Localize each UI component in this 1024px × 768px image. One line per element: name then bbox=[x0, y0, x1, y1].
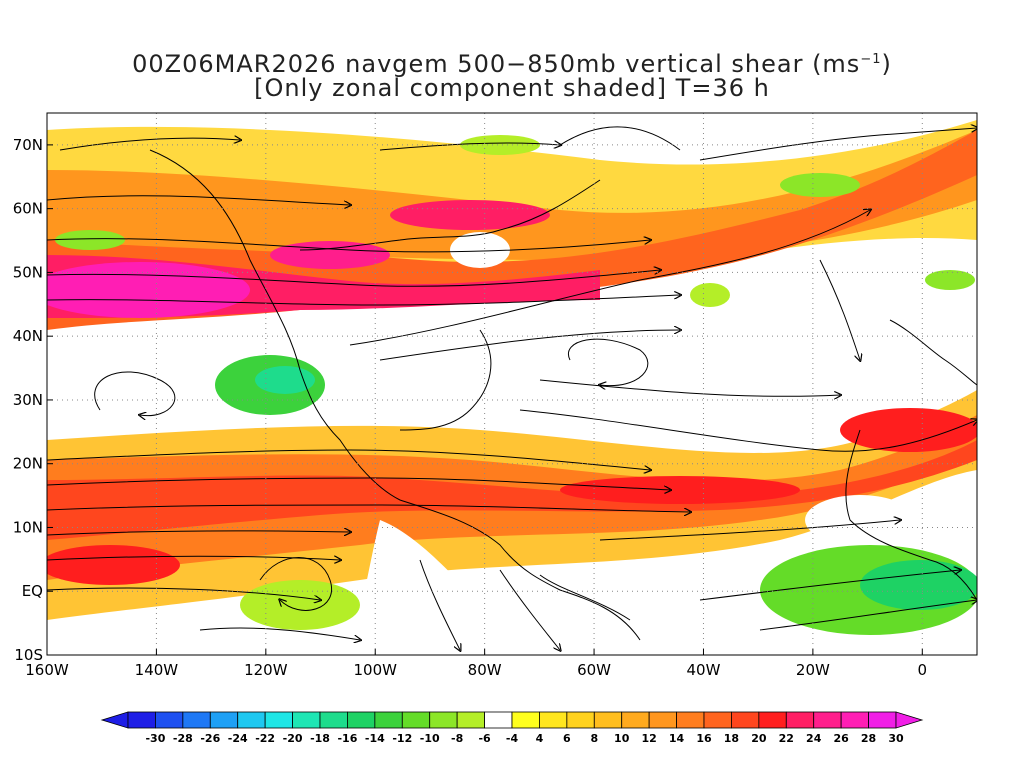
shear-streamlines bbox=[47, 128, 977, 650]
latitude-labels: 70N 60N 50N 40N 30N 20N 10N EQ 10S bbox=[13, 136, 43, 664]
colorbar-swatch-19 bbox=[648, 711, 677, 729]
colorbar-label-17: 10 bbox=[614, 732, 630, 745]
colorbar-swatch-16 bbox=[566, 711, 595, 729]
lon-label-6: 40W bbox=[687, 661, 721, 679]
colorbar-label-8: -14 bbox=[365, 732, 385, 745]
colorbar-swatch-13 bbox=[484, 711, 513, 729]
lat-label-7: EQ bbox=[22, 582, 43, 600]
colorbar-label-7: -16 bbox=[337, 732, 357, 745]
colorbar: -30 -28 -26 -24 -22 -20 -18 -16 -14 -12 -10 -8 -6 -4 4… bbox=[100, 711, 924, 745]
colorbar-swatch-3 bbox=[209, 711, 239, 729]
lon-label-7: 20W bbox=[796, 661, 830, 679]
colorbar-swatch-9 bbox=[374, 711, 403, 729]
colorbar-label-16: 8 bbox=[590, 732, 598, 745]
colorbar-label-14: 4 bbox=[536, 732, 544, 745]
colorbar-swatch-8 bbox=[347, 711, 376, 729]
longitude-labels: 160W 140W 120W 100W 80W 60W 40W 20W 0 bbox=[25, 661, 927, 679]
colorbar-swatch-26 bbox=[840, 711, 869, 729]
lon-label-8: 0 bbox=[918, 661, 928, 679]
colorbar-label-19: 14 bbox=[669, 732, 685, 745]
colorbar-swatch-15 bbox=[539, 711, 568, 729]
lon-label-4: 80W bbox=[468, 661, 502, 679]
lat-label-4: 30N bbox=[13, 391, 43, 409]
colorbar-swatch-18 bbox=[621, 711, 650, 729]
chart-title-line2: [Only zonal component shaded] T=36 h bbox=[254, 74, 770, 102]
coastlines bbox=[149, 126, 977, 641]
colorbar-label-5: -20 bbox=[283, 732, 303, 745]
colorbar-label-25: 26 bbox=[833, 732, 849, 745]
axis-ticks bbox=[46, 144, 923, 656]
colorbar-swatch-5 bbox=[264, 711, 293, 729]
colorbar-label-15: 6 bbox=[563, 732, 571, 745]
colorbar-right-arrow bbox=[895, 711, 924, 729]
map-frame bbox=[46, 112, 978, 656]
colorbar-swatch-20 bbox=[676, 711, 705, 729]
lat-label-6: 10N bbox=[13, 518, 43, 536]
shear-shading bbox=[47, 113, 977, 655]
colorbar-swatch-2 bbox=[182, 711, 211, 729]
lon-label-2: 120W bbox=[244, 661, 288, 679]
lon-label-0: 160W bbox=[25, 661, 69, 679]
colorbar-left-arrow bbox=[100, 711, 129, 729]
colorbar-label-18: 12 bbox=[641, 732, 656, 745]
colorbar-label-24: 24 bbox=[806, 732, 822, 745]
chart-title-line1: 00Z06MAR2026 navgem 500−850mb vertical s… bbox=[132, 50, 892, 78]
colorbar-label-22: 20 bbox=[751, 732, 767, 745]
colorbar-swatch-25 bbox=[813, 711, 842, 729]
colorbar-swatch-11 bbox=[429, 711, 458, 729]
colorbar-label-9: -12 bbox=[392, 732, 412, 745]
colorbar-swatch-10 bbox=[401, 711, 431, 729]
colorbar-swatch-6 bbox=[292, 711, 321, 729]
colorbar-label-26: 28 bbox=[861, 732, 876, 745]
colorbar-swatch-1 bbox=[155, 711, 184, 729]
colorbar-swatch-23 bbox=[758, 711, 787, 729]
colorbar-label-4: -22 bbox=[255, 732, 275, 745]
colorbar-swatch-14 bbox=[511, 711, 540, 729]
colorbar-swatch-27 bbox=[868, 711, 897, 729]
colorbar-swatch-0 bbox=[127, 711, 156, 729]
colorbar-swatch-12 bbox=[456, 711, 485, 729]
lon-label-5: 60W bbox=[577, 661, 611, 679]
lat-label-0: 70N bbox=[13, 136, 43, 154]
colorbar-label-0: -30 bbox=[145, 732, 165, 745]
lat-lon-grid bbox=[47, 113, 977, 655]
lat-label-1: 60N bbox=[13, 200, 43, 218]
lat-label-5: 20N bbox=[13, 455, 43, 473]
lat-label-3: 40N bbox=[13, 327, 43, 345]
colorbar-label-2: -26 bbox=[200, 732, 220, 745]
lat-label-8: 10S bbox=[14, 646, 43, 664]
colorbar-swatch-21 bbox=[703, 711, 732, 729]
colorbar-label-11: -8 bbox=[451, 732, 463, 745]
colorbar-swatch-24 bbox=[785, 711, 815, 729]
colorbar-label-3: -24 bbox=[228, 732, 248, 745]
colorbar-swatch-4 bbox=[237, 711, 266, 729]
colorbar-label-6: -18 bbox=[310, 732, 330, 745]
colorbar-swatch-22 bbox=[731, 711, 760, 729]
colorbar-label-12: -6 bbox=[478, 732, 491, 745]
colorbar-swatch-17 bbox=[593, 711, 623, 729]
colorbar-swatch-7 bbox=[319, 711, 348, 729]
colorbar-label-27: 30 bbox=[888, 732, 904, 745]
lat-label-2: 50N bbox=[13, 263, 43, 281]
colorbar-label-20: 16 bbox=[696, 732, 712, 745]
colorbar-label-1: -28 bbox=[173, 732, 193, 745]
colorbar-label-13: -4 bbox=[506, 732, 519, 745]
colorbar-label-23: 22 bbox=[779, 732, 794, 745]
colorbar-label-21: 18 bbox=[724, 732, 739, 745]
lon-label-3: 100W bbox=[354, 661, 398, 679]
lon-label-1: 140W bbox=[135, 661, 179, 679]
colorbar-label-10: -10 bbox=[420, 732, 440, 745]
